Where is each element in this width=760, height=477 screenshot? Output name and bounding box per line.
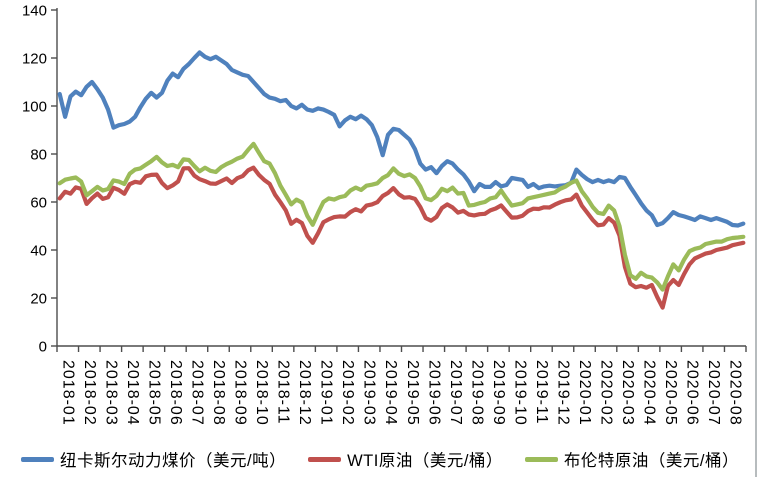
legend-swatch-brent-crude-icon	[524, 456, 558, 462]
x-tick-label: 2018-04	[124, 360, 141, 426]
x-tick-label: 2018-01	[59, 360, 76, 426]
x-tick-label: 2018-02	[81, 360, 98, 426]
x-tick-label: 2019-03	[361, 360, 378, 426]
legend-item-brent-crude: 布伦特原油（美元/桶）	[524, 447, 739, 471]
x-tick-label: 2018-09	[232, 360, 249, 426]
y-tick-label: 120	[22, 50, 47, 67]
x-tick-label: 2019-11	[533, 360, 550, 425]
x-tick-label: 2020-07	[705, 360, 722, 426]
legend-swatch-newcastle-coal-icon	[20, 456, 54, 462]
legend-item-newcastle-coal: 纽卡斯尔动力煤价（美元/吨）	[20, 447, 287, 471]
y-tick-label: 60	[30, 194, 47, 211]
x-tick-label: 2019-07	[447, 360, 464, 426]
x-tick-label: 2020-05	[662, 360, 679, 426]
x-tick-label: 2020-03	[619, 360, 636, 426]
x-tick-label: 2019-10	[511, 360, 528, 426]
chart-legend: 纽卡斯尔动力煤价（美元/吨） WTI原油（美元/桶） 布伦特原油（美元/桶）	[0, 444, 760, 474]
legend-label-wti-crude: WTI原油（美元/桶）	[347, 452, 503, 470]
x-tick-label: 2019-01	[318, 360, 335, 426]
y-tick-label: 140	[22, 2, 47, 19]
legend-label-newcastle-coal: 纽卡斯尔动力煤价（美元/吨）	[59, 452, 287, 470]
x-tick-label: 2020-06	[684, 360, 701, 426]
x-tick-label: 2020-04	[641, 360, 658, 426]
x-tick-label: 2018-12	[296, 360, 313, 426]
x-tick-label: 2018-05	[145, 360, 162, 426]
x-tick-label: 2019-04	[382, 360, 399, 426]
x-tick-label: 2020-02	[598, 360, 615, 426]
x-tick-label: 2018-06	[167, 360, 184, 426]
legend-item-wti-crude: WTI原油（美元/桶）	[308, 447, 503, 471]
y-tick-label: 100	[22, 98, 47, 115]
image-right-edge-line	[755, 0, 757, 477]
series-line-2	[57, 141, 746, 292]
x-tick-label: 2019-02	[339, 360, 356, 426]
legend-label-brent-crude: 布伦特原油（美元/桶）	[563, 452, 739, 470]
x-tick-label: 2019-05	[404, 360, 421, 426]
x-tick-label: 2018-07	[188, 360, 205, 426]
x-tick-label: 2019-06	[425, 360, 442, 426]
x-tick-label: 2020-08	[727, 360, 744, 426]
y-tick-label: 80	[30, 146, 47, 163]
x-tick-label: 2019-12	[554, 360, 571, 426]
legend-swatch-wti-crude-icon	[308, 456, 342, 462]
y-tick-label: 20	[30, 290, 47, 307]
y-tick-label: 40	[30, 242, 47, 259]
x-tick-label: 2018-03	[102, 360, 119, 426]
x-tick-label: 2018-10	[253, 360, 270, 426]
x-tick-label: 2018-11	[275, 360, 292, 425]
series-line-1	[57, 165, 746, 310]
x-tick-label: 2019-09	[490, 360, 507, 426]
x-tick-label: 2020-01	[576, 360, 593, 426]
y-tick-label: 0	[39, 338, 47, 355]
x-tick-label: 2019-08	[468, 360, 485, 426]
x-tick-label: 2018-08	[210, 360, 227, 426]
series-line-0	[57, 50, 746, 228]
